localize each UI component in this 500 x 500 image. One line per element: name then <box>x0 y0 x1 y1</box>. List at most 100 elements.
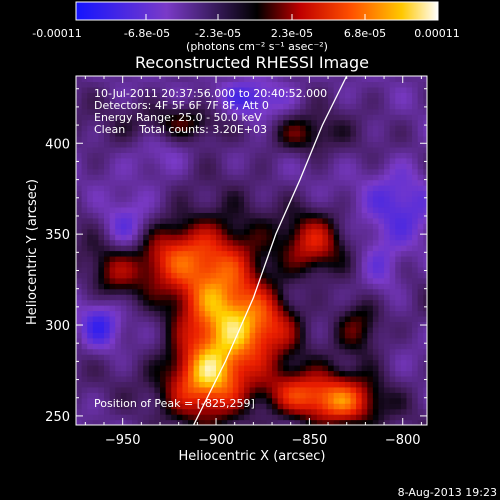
heatmap-cell <box>227 125 234 132</box>
heatmap-cell <box>238 119 245 126</box>
heatmap-cell <box>389 157 396 164</box>
heatmap-cell <box>165 250 172 257</box>
heatmap-cell <box>216 108 223 115</box>
heatmap-cell <box>216 174 223 181</box>
heatmap-cell <box>356 272 363 279</box>
heatmap-cell <box>344 125 352 132</box>
heatmap-cell <box>92 255 99 262</box>
heatmap-cell <box>311 103 318 110</box>
heatmap-cell <box>417 157 424 164</box>
heatmap-cell <box>132 315 139 322</box>
heatmap-cell <box>350 179 357 186</box>
heatmap-cell <box>356 277 363 284</box>
heatmap-cell <box>300 397 307 404</box>
heatmap-cell <box>300 130 307 137</box>
heatmap-cell <box>148 283 156 290</box>
heatmap-cell <box>400 343 408 350</box>
heatmap-cell <box>148 370 156 377</box>
heatmap-cell <box>148 250 156 257</box>
heatmap-cell <box>244 212 251 219</box>
heatmap-cell <box>322 288 329 295</box>
heatmap-cell <box>389 86 396 93</box>
heatmap-cell <box>300 359 307 366</box>
heatmap-cell <box>171 321 178 328</box>
heatmap-cell <box>126 179 133 186</box>
heatmap-cell <box>165 294 172 301</box>
heatmap-cell <box>367 245 374 252</box>
heatmap-cell <box>76 190 83 197</box>
heatmap-cell <box>316 261 324 268</box>
heatmap-cell <box>350 228 357 235</box>
heatmap-cell <box>423 76 427 83</box>
heatmap-cell <box>417 408 424 415</box>
heatmap-cell <box>221 130 228 137</box>
heatmap-cell <box>395 326 402 333</box>
heatmap-cell <box>311 277 318 284</box>
heatmap-cell <box>204 174 212 181</box>
heatmap-cell <box>120 92 128 99</box>
heatmap-cell <box>232 174 240 181</box>
heatmap-cell <box>148 381 156 388</box>
heatmap-cell <box>283 403 290 410</box>
heatmap-cell <box>272 255 279 262</box>
heatmap-cell <box>277 114 284 121</box>
heatmap-cell <box>188 283 195 290</box>
heatmap-cell <box>244 266 251 273</box>
heatmap-cell <box>182 114 189 121</box>
heatmap-cell <box>255 168 262 175</box>
heatmap-cell <box>272 299 279 306</box>
heatmap-cell <box>423 354 427 361</box>
heatmap-cell <box>148 141 156 148</box>
heatmap-cell <box>160 397 167 404</box>
heatmap-cell <box>272 108 279 115</box>
heatmap-cell <box>143 212 150 219</box>
heatmap-cell <box>132 76 139 83</box>
heatmap-cell <box>322 294 329 301</box>
heatmap-cell <box>322 348 329 355</box>
heatmap-cell <box>126 76 133 83</box>
heatmap-cell <box>92 212 99 219</box>
heatmap-cell <box>344 315 352 322</box>
heatmap-cell <box>109 321 116 328</box>
heatmap-cell <box>412 255 419 262</box>
heatmap-cell <box>210 266 217 273</box>
heatmap-cell <box>188 108 195 115</box>
heatmap-cell <box>361 343 368 350</box>
heatmap-cell <box>143 119 150 126</box>
heatmap-cell <box>266 337 273 344</box>
heatmap-cell <box>316 332 324 339</box>
heatmap-cell <box>193 223 200 230</box>
heatmap-cell <box>137 315 144 322</box>
heatmap-cell <box>423 299 427 306</box>
heatmap-cell <box>76 125 83 132</box>
heatmap-cell <box>244 245 251 252</box>
heatmap-cell <box>412 386 419 393</box>
heatmap-cell <box>210 92 217 99</box>
heatmap-cell <box>165 135 172 143</box>
heatmap-cell <box>305 326 312 333</box>
heatmap-cell <box>227 212 234 219</box>
heatmap-cell <box>412 135 419 143</box>
heatmap-cell <box>238 157 245 164</box>
heatmap-cell <box>171 223 178 230</box>
heatmap-cell <box>249 255 256 262</box>
y-tick-label: 350 <box>45 228 70 243</box>
heatmap-cell <box>300 163 307 170</box>
heatmap-cell <box>389 315 396 322</box>
heatmap-cell <box>305 310 312 317</box>
heatmap-cell <box>160 343 167 350</box>
heatmap-cell <box>148 97 156 104</box>
heatmap-cell <box>333 146 340 153</box>
heatmap-cell <box>148 135 156 143</box>
heatmap-cell <box>384 250 391 257</box>
heatmap-cell <box>283 108 290 115</box>
heatmap-cell <box>305 408 312 415</box>
heatmap-cell <box>182 103 189 110</box>
heatmap-cell <box>356 152 363 159</box>
heatmap-cell <box>244 414 251 421</box>
heatmap-cell <box>204 332 212 339</box>
heatmap-cell <box>412 381 419 388</box>
heatmap-cell <box>322 108 329 115</box>
heatmap-cell <box>288 97 296 104</box>
heatmap-cell <box>199 272 206 279</box>
